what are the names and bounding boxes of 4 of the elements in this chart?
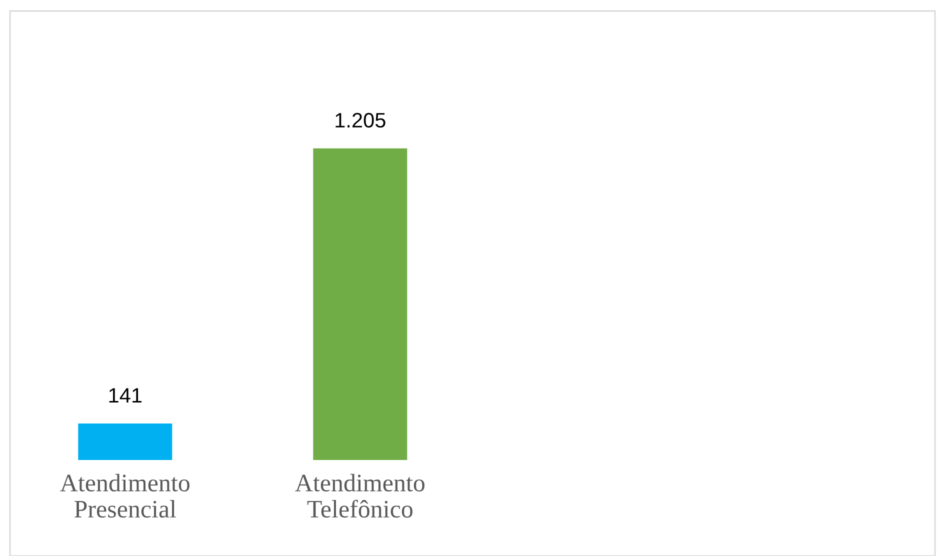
data-label: 141 xyxy=(109,388,142,403)
x-tick-label: Atendimento Presencial xyxy=(60,474,190,518)
x-tick-label: Atendimento Telefônico xyxy=(295,474,424,518)
data-label: 1.205 xyxy=(336,112,386,128)
